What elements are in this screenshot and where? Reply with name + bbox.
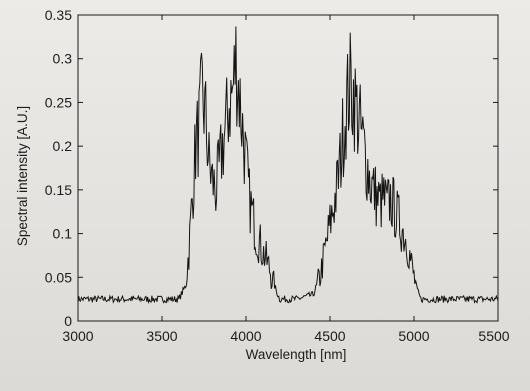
x-tick-label: 5000	[398, 328, 429, 344]
y-axis-label: Spectral intensity [A.U.]	[15, 106, 30, 246]
y-tick-label: 0.2	[53, 138, 73, 154]
x-tick-label: 3500	[146, 328, 177, 344]
x-tick-label: 4000	[230, 328, 261, 344]
x-tick-label: 3000	[62, 328, 93, 344]
y-tick-label: 0.25	[45, 94, 72, 110]
x-tick-label: 5500	[478, 328, 509, 344]
spectrum-series-line	[77, 26, 499, 305]
x-tick-label: 4500	[314, 328, 345, 344]
y-tick-label: 0.3	[53, 51, 73, 67]
x-axis-label: Wavelength [nm]	[246, 347, 347, 362]
y-tick-label: 0.1	[53, 226, 73, 242]
axis-tick-labels: 3000 3500 4000 4500 5000 5500 0 0.05 0.1 0.15 0.2 0…	[45, 7, 510, 344]
series-layer	[77, 26, 499, 305]
axis-ticks	[77, 14, 499, 322]
y-tick-label: 0	[64, 313, 72, 329]
y-tick-label: 0.15	[45, 182, 72, 198]
y-tick-label: 0.35	[45, 7, 72, 23]
y-tick-label: 0.05	[45, 269, 72, 285]
plot-frame	[77, 14, 499, 322]
